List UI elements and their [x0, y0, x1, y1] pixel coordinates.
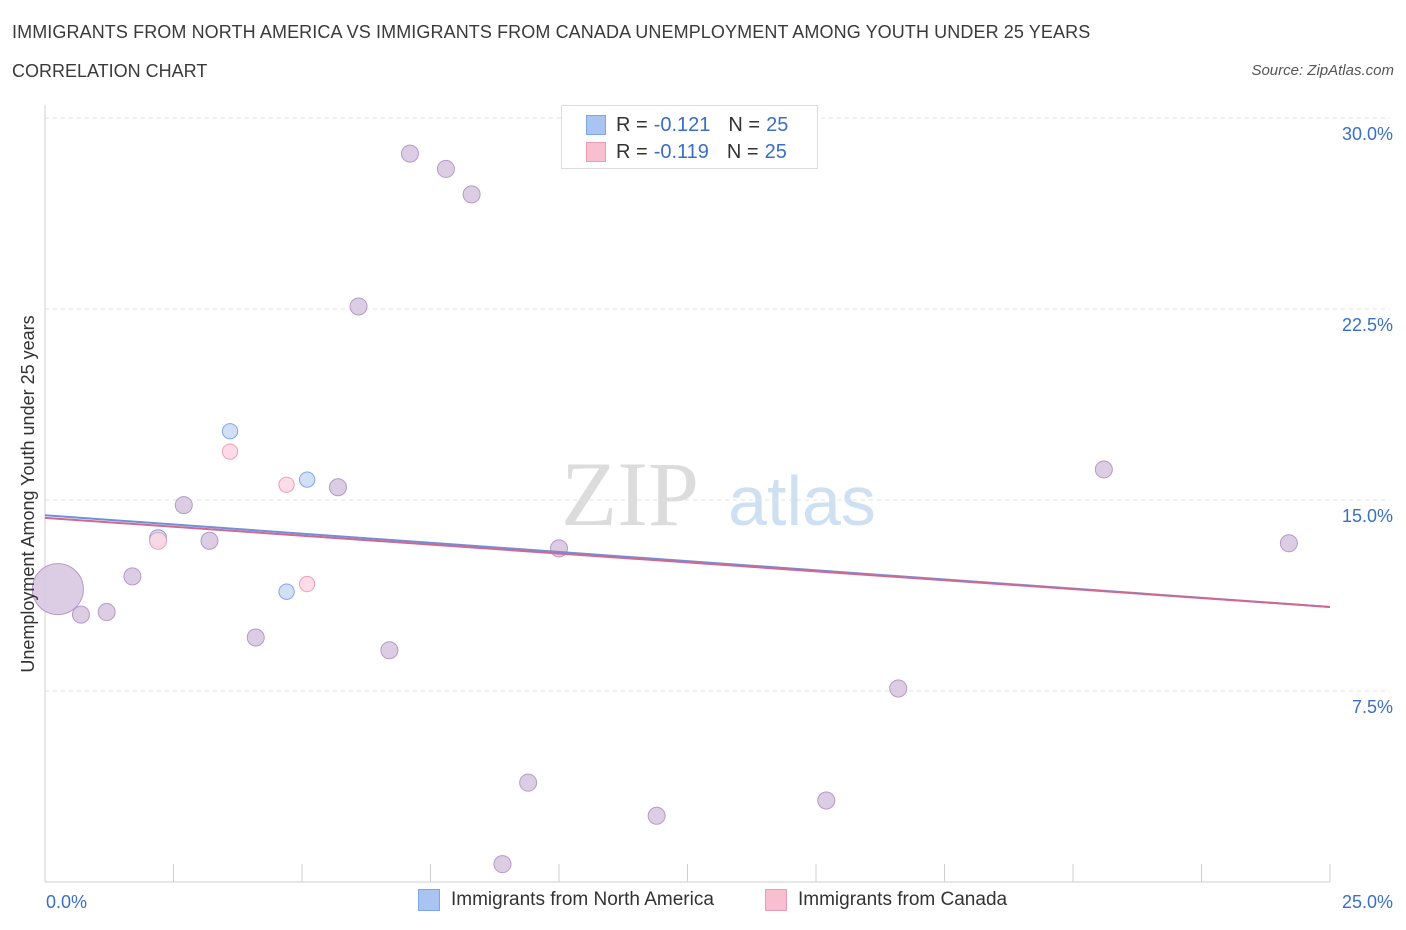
y-tick-label: 7.5%	[1352, 697, 1393, 717]
data-point	[436, 159, 455, 178]
data-point	[31, 563, 84, 616]
data-point	[647, 806, 666, 825]
data-point-canada	[149, 531, 168, 550]
legend-swatch-north-america	[418, 889, 440, 911]
data-point	[889, 679, 908, 698]
axes	[44, 105, 1331, 883]
data-point	[462, 185, 481, 204]
chart-subtitle: CORRELATION CHART	[12, 61, 208, 81]
data-point	[349, 297, 368, 316]
r-label: R =	[616, 140, 648, 163]
data-point	[71, 605, 90, 624]
legend-swatch-canada	[586, 142, 606, 162]
r-value: -0.121	[653, 113, 711, 136]
watermark-zip: ZIP	[561, 443, 699, 545]
data-point	[1094, 460, 1113, 479]
data-points	[31, 144, 1298, 874]
gridlines	[45, 117, 1390, 692]
trend-line-canada	[44, 516, 1331, 608]
x-tick-label: 25.0%	[1342, 892, 1393, 912]
data-point-canada	[221, 443, 239, 460]
legend-swatch-north-america	[586, 115, 606, 135]
n-label: N =	[726, 140, 759, 163]
watermark-atlas: atlas	[728, 462, 876, 540]
n-value: 25	[766, 113, 789, 136]
y-tick-label: 22.5%	[1342, 315, 1393, 335]
trend-lines	[44, 514, 1331, 608]
data-point	[246, 628, 265, 647]
stats-legend-row-canada: R = -0.119 N = 25	[586, 139, 787, 165]
data-point	[380, 641, 399, 660]
data-point-north-america	[278, 583, 295, 600]
r-label: R =	[616, 113, 648, 136]
stats-legend-row-north-america: R = -0.121 N = 25	[586, 112, 788, 138]
x-tick-label: 0.0%	[46, 892, 87, 912]
y-tick-label: 30.0%	[1342, 124, 1393, 144]
legend-swatch-canada	[765, 889, 787, 911]
data-point	[1279, 534, 1298, 553]
n-value: 25	[764, 140, 787, 163]
data-point	[174, 496, 193, 515]
y-axis-label: Unemployment Among Youth under 25 years	[18, 315, 38, 672]
chart-title: IMMIGRANTS FROM NORTH AMERICA VS IMMIGRA…	[12, 22, 1091, 42]
data-point	[519, 773, 538, 792]
data-point	[123, 567, 142, 586]
r-value: -0.119	[653, 140, 709, 163]
data-point	[328, 478, 347, 497]
legend-item-north-america[interactable]: Immigrants from North America	[418, 889, 714, 911]
legend-item-canada[interactable]: Immigrants from Canada	[765, 889, 1007, 911]
data-point	[97, 603, 116, 622]
data-point-north-america	[298, 471, 316, 488]
data-point-north-america	[221, 423, 239, 440]
data-point	[400, 144, 419, 163]
data-point	[200, 531, 219, 550]
legend-label: Immigrants from North America	[451, 889, 714, 910]
data-point	[493, 855, 512, 874]
data-point	[817, 791, 836, 810]
data-point-canada	[278, 476, 295, 493]
legend-label: Immigrants from Canada	[798, 889, 1008, 910]
y-tick-label: 15.0%	[1342, 506, 1393, 526]
series-legend: Immigrants from North America Immigrants…	[0, 889, 1406, 915]
n-label: N =	[728, 113, 761, 136]
source-note: Source: ZipAtlas.com	[1251, 62, 1394, 79]
stats-legend: R = -0.121 N = 25 R = -0.119 N = 25	[561, 105, 818, 169]
data-point-canada	[298, 575, 316, 593]
tick-labels: 7.5% 15.0% 22.5% 30.0% 0.0% 25.0%	[46, 124, 1393, 912]
watermark: ZIP atlas	[561, 443, 876, 545]
